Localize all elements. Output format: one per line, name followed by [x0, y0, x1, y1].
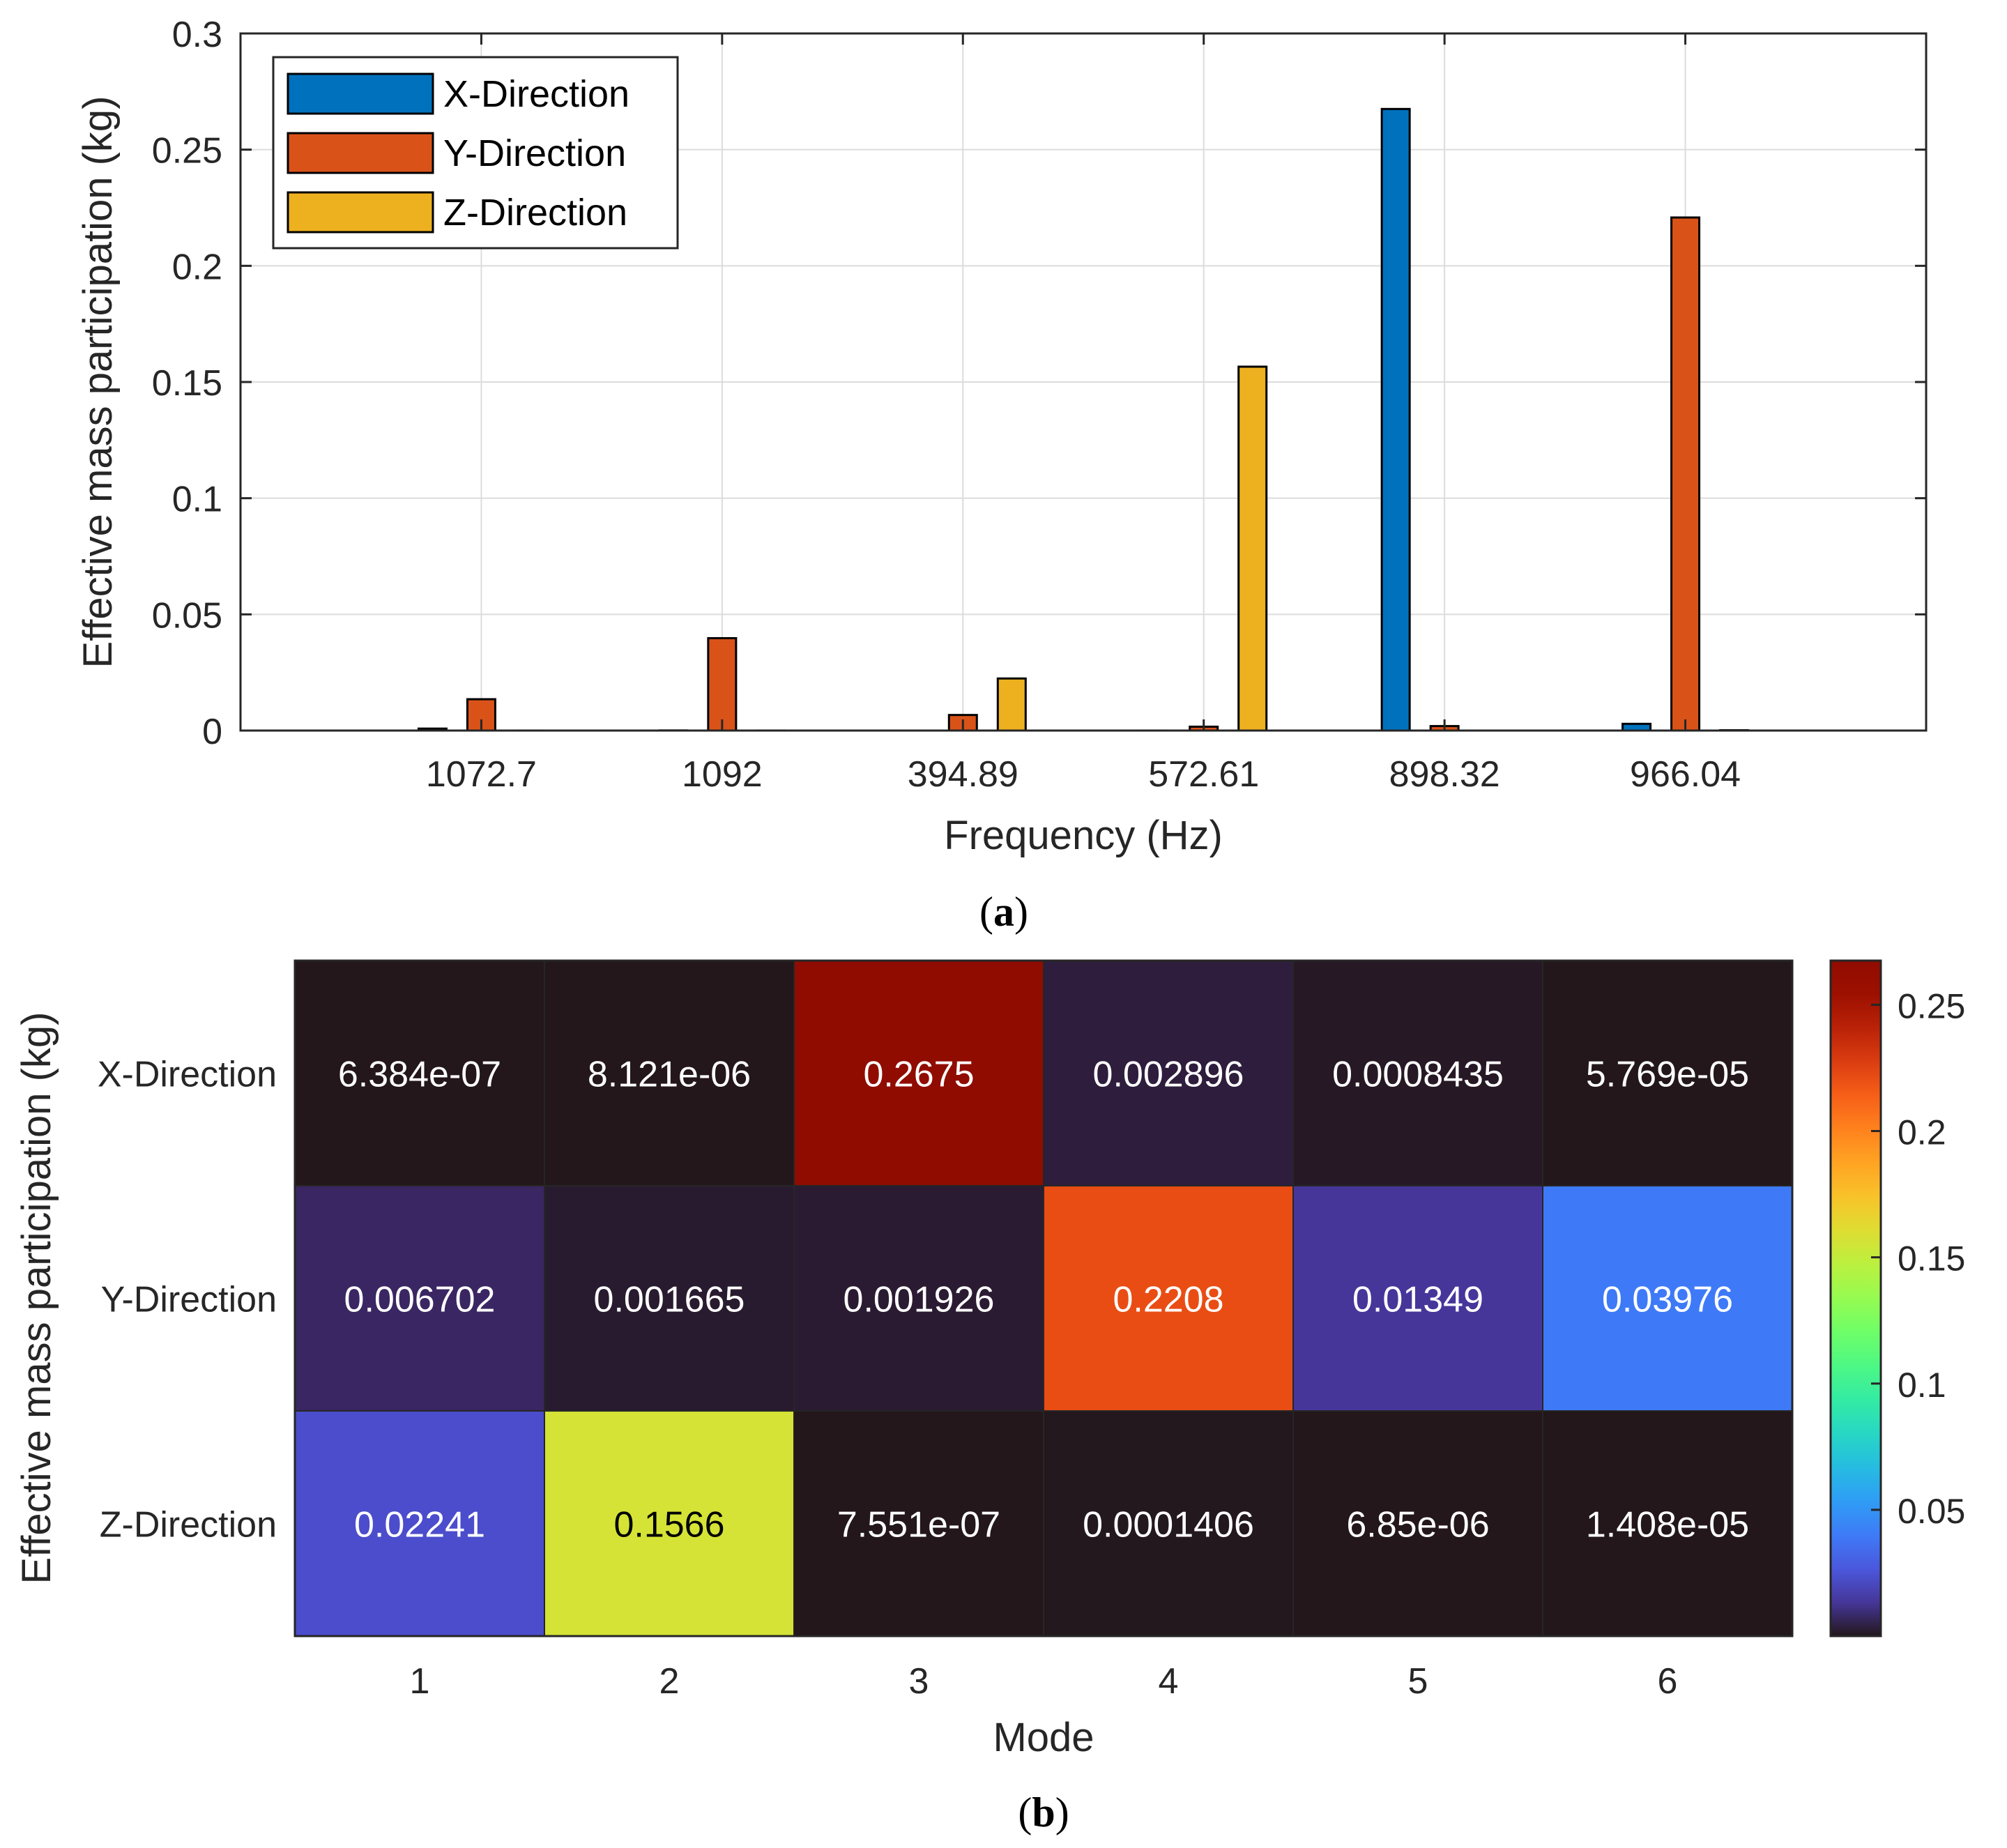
y-tick-label: 0.15 [152, 363, 222, 404]
bar-y-direction [1670, 216, 1701, 732]
bar-y-axis-label: Effective mass participation (kg) [75, 96, 121, 669]
colorbar-tick-label: 0.1 [1898, 1366, 1946, 1405]
heatmap-cell [1292, 1185, 1543, 1412]
bar-x-axis-label: Frequency (Hz) [944, 813, 1223, 858]
heatmap-row-label: Z-Direction [100, 1505, 277, 1545]
heatmap-column-labels: 1 2 3 4 5 6 [410, 1661, 1678, 1702]
x-tick-label: 1092 [682, 754, 763, 795]
heatmap-column-label: 4 [1159, 1661, 1179, 1702]
heatmap-panel: 6.384e-07 8.121e-06 0.2675 0.002896 0.000843… [14, 959, 1965, 1760]
heatmap-cell [1542, 1410, 1793, 1637]
heatmap-cell-value: 6.384e-07 [338, 1055, 501, 1095]
legend-swatch [287, 72, 434, 115]
y-tick-label: 0.25 [152, 131, 222, 171]
legend-entry: Z-Direction [443, 192, 627, 234]
heatmap-cell-value: 5.769e-05 [1586, 1055, 1749, 1095]
heatmap-cell [793, 960, 1044, 1186]
heatmap-cell-value: 7.551e-07 [837, 1505, 1000, 1545]
x-tick-label: 966.04 [1630, 754, 1741, 795]
heatmap-row-labels: X-Direction Y-Direction Z-Direction [98, 1055, 277, 1545]
heatmap-cell [1292, 960, 1543, 1186]
colorbar-tick-label: 0.2 [1898, 1113, 1946, 1152]
heatmap-cell [1542, 960, 1793, 1186]
colorbar-tick-label: 0.15 [1898, 1239, 1965, 1278]
bar-x-ticks: 1072.7 1092 394.89 572.61 898.32 966.04 [426, 33, 1741, 795]
x-tick-label: 898.32 [1389, 754, 1500, 795]
heatmap-cell-value: 1.408e-05 [1586, 1505, 1749, 1545]
colorbar-tick-label: 0.05 [1898, 1492, 1965, 1531]
legend-swatch [287, 132, 434, 174]
heatmap-cell [793, 1185, 1044, 1412]
bar-legend: X-Direction Y-Direction Z-Direction [272, 56, 679, 250]
y-tick-label: 0.05 [152, 595, 222, 636]
y-tick-label: 0.1 [172, 480, 222, 520]
heatmap-cell [544, 1410, 795, 1637]
legend-entry: X-Direction [443, 73, 629, 115]
heatmap-cell-value: 8.121e-06 [588, 1055, 751, 1095]
heatmap-column-label: 6 [1658, 1661, 1678, 1702]
heatmap-cell-value: 0.2675 [863, 1055, 974, 1095]
heatmap-cell [1292, 1410, 1543, 1637]
heatmap-cell-value: 0.1566 [613, 1505, 724, 1545]
heatmap-cell-value: 0.0008435 [1332, 1055, 1504, 1095]
heatmap-cell-value: 0.002896 [1093, 1055, 1244, 1095]
heatmap-cell [294, 1410, 545, 1637]
y-tick-label: 0 [202, 712, 222, 752]
heatmap-cell [793, 1410, 1044, 1637]
bar-series-group [417, 107, 1750, 732]
colorbar [1829, 959, 1882, 1637]
heatmap-cell-value: 0.001665 [594, 1280, 745, 1320]
heatmap-cell-value: 0.2208 [1113, 1280, 1223, 1320]
heatmap-cell-value: 0.0001406 [1083, 1505, 1254, 1545]
bar-z-direction [1237, 365, 1268, 732]
heatmap-cell-value: 0.001926 [844, 1280, 995, 1320]
heatmap-cell-value: 0.006702 [344, 1280, 496, 1320]
heatmap-cell [1542, 1185, 1793, 1412]
colorbar-tick-label: 0.25 [1898, 986, 1965, 1025]
heatmap-cell-value: 6.85e-06 [1346, 1505, 1489, 1545]
heatmap-row-label: Y-Direction [101, 1280, 277, 1320]
caption-b: (b) [1018, 1789, 1069, 1835]
heatmap-cell [544, 1185, 795, 1412]
heatmap-column-label: 3 [909, 1661, 929, 1702]
legend-swatch [287, 191, 434, 234]
heatmap-column-label: 5 [1408, 1661, 1428, 1702]
heatmap-cell [1043, 1185, 1294, 1412]
colorbar-ticks: 0.05 0.1 0.15 0.2 0.25 [1871, 986, 1965, 1531]
heatmap-x-axis-label: Mode [993, 1715, 1094, 1760]
legend-entry: Y-Direction [443, 132, 626, 174]
bar-y-ticks: 0 0.05 0.1 0.15 0.2 0.25 0.3 [152, 15, 1926, 752]
heatmap-column-label: 2 [659, 1661, 680, 1702]
bar-y-direction [707, 636, 738, 732]
x-tick-label: 1072.7 [426, 754, 537, 795]
y-tick-label: 0.3 [172, 15, 222, 55]
caption-a: (a) [979, 889, 1028, 935]
heatmap-cell-value: 0.02241 [354, 1505, 485, 1545]
heatmap-row-label: X-Direction [98, 1055, 277, 1095]
x-tick-label: 572.61 [1148, 754, 1259, 795]
bar-x-direction [1380, 107, 1411, 732]
y-tick-label: 0.2 [172, 247, 222, 287]
heatmap-border [293, 959, 1794, 1637]
heatmap-cell [1043, 960, 1294, 1186]
heatmap-cell [1043, 1410, 1294, 1637]
heatmap-cell-value: 0.01349 [1352, 1280, 1483, 1320]
bar-z-direction [996, 677, 1027, 732]
x-tick-label: 394.89 [908, 754, 1018, 795]
heatmap-y-axis-label: Effective mass participation (kg) [14, 1012, 59, 1584]
heatmap-column-label: 1 [410, 1661, 430, 1702]
heatmap-cells: 6.384e-07 8.121e-06 0.2675 0.002896 0.000843… [294, 960, 1793, 1637]
bar-chart-panel: 0 0.05 0.1 0.15 0.2 0.25 0.3 1072.7 1092 394.89 5… [75, 15, 1928, 858]
heatmap-cell [294, 1185, 545, 1412]
heatmap-cell-value: 0.03976 [1602, 1280, 1733, 1320]
